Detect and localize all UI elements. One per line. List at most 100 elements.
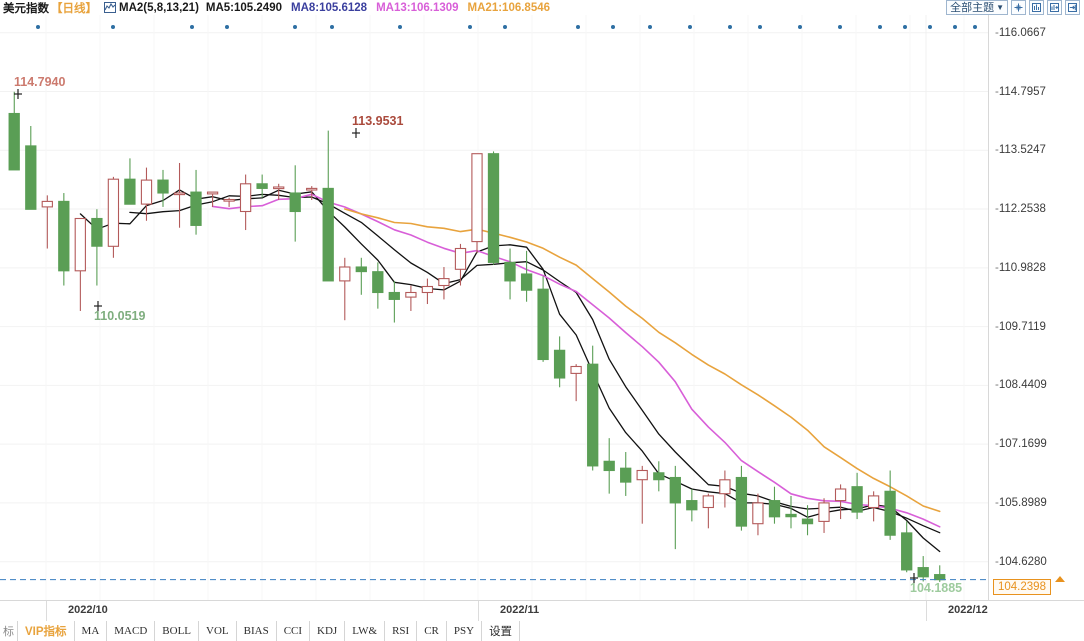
candlestick-chart-plot[interactable]: 114.7940 113.9531 110.0519 104.1885 (0, 15, 988, 600)
indicator-button-vip指标[interactable]: VIP指标 (18, 621, 75, 641)
event-marker-dot (398, 25, 402, 29)
last-price-badge[interactable]: 104.2398 (993, 578, 1051, 595)
candle (190, 169, 202, 235)
ma5-value: MA5:105.2490 (205, 1, 282, 14)
indicator-button-kdj[interactable]: KDJ (310, 621, 346, 641)
price-tick: -114.7957 (995, 85, 1046, 98)
candle (785, 495, 797, 529)
indicator-button-cr[interactable]: CR (417, 621, 447, 641)
indicator-button-标[interactable]: 标 (0, 621, 18, 641)
date-tick: 2022/11 (500, 604, 540, 616)
candle (91, 209, 103, 286)
indicator-button-macd[interactable]: MACD (107, 621, 156, 641)
candle (471, 153, 483, 254)
date-tick: 2022/10 (68, 604, 108, 616)
crosshair-icon[interactable] (1011, 0, 1026, 15)
candle (289, 165, 301, 242)
ma-line-21 (344, 208, 941, 513)
period-label: 【日线】 (51, 2, 97, 15)
candle (669, 465, 681, 550)
candle (8, 91, 20, 171)
indicator-button-boll[interactable]: BOLL (155, 621, 200, 641)
candle (223, 197, 235, 207)
event-marker-dot (611, 25, 615, 29)
candle (801, 505, 814, 536)
indicator-button-cci[interactable]: CCI (276, 621, 311, 641)
indicator-button-bias[interactable]: BIAS (236, 621, 277, 641)
event-marker-dot (648, 25, 652, 29)
indicator-button-vol[interactable]: VOL (199, 621, 237, 641)
event-marker-dot (111, 25, 115, 29)
indicator-button-设置[interactable]: 设置 (482, 621, 521, 641)
candle (603, 438, 615, 494)
candle (322, 130, 334, 282)
ma-line-8 (129, 193, 941, 534)
event-marker-dot (903, 25, 907, 29)
low-annotation: 104.1885 (910, 581, 962, 595)
indicator-button-psy[interactable]: PSY (446, 621, 483, 641)
price-tick: -110.9828 (995, 261, 1046, 274)
event-marker-dot (838, 25, 842, 29)
header-controls: 全部主题 ▼ (946, 0, 1080, 15)
event-marker-dot (190, 25, 194, 29)
date-separator (46, 601, 47, 621)
candle (884, 470, 896, 540)
candle (124, 158, 136, 205)
jump-end-icon[interactable] (1065, 0, 1080, 15)
candlestick-icon[interactable] (104, 1, 116, 16)
candle (306, 186, 318, 200)
candle (537, 276, 549, 362)
candle (917, 556, 929, 582)
toolbar-filler (520, 621, 1084, 641)
ma-line-13 (211, 193, 941, 528)
candle (553, 336, 566, 388)
event-marker-dot (798, 25, 802, 29)
candle (752, 493, 764, 536)
candle (587, 345, 599, 471)
price-axis[interactable]: -116.0667 -114.7957 -113.5247 -112.2538 -110… (988, 15, 1084, 600)
event-marker-dot (225, 25, 229, 29)
indicator-button-ma[interactable]: MA (74, 621, 108, 641)
candle (454, 243, 467, 286)
candle (570, 364, 582, 402)
indicator-button-lw-[interactable]: LW& (345, 621, 386, 641)
candle (934, 565, 946, 582)
shift-right-icon[interactable] (1047, 0, 1062, 15)
date-separator (926, 601, 927, 621)
candle (206, 191, 219, 207)
event-marker-dot (330, 25, 334, 29)
indicator-button-rsi[interactable]: RSI (385, 621, 418, 641)
event-marker-dot (878, 25, 882, 29)
candle (636, 465, 648, 524)
ma21-value: MA21:106.8546 (467, 1, 551, 14)
candle (702, 493, 714, 529)
high-annotation: 114.7940 (14, 75, 65, 89)
candle (686, 489, 698, 522)
symbol-name: 美元指数 (3, 2, 49, 15)
event-marker-dot (953, 25, 957, 29)
candle (405, 285, 417, 311)
event-marker-dot (973, 25, 977, 29)
candle (901, 521, 913, 573)
price-tick: -104.6280 (995, 555, 1047, 568)
event-marker-dot (576, 25, 580, 29)
ma-indicator-title: MA2(5,8,13,21) (119, 1, 199, 14)
candle (58, 193, 70, 286)
candle (74, 217, 86, 311)
event-marker-dot (468, 25, 472, 29)
ma13-value: MA13:106.1309 (376, 1, 459, 14)
chevron-down-icon: ▼ (996, 2, 1004, 12)
price-tick: -113.5247 (995, 144, 1046, 157)
theme-dropdown[interactable]: 全部主题 ▼ (946, 0, 1008, 15)
price-tick: -105.8989 (995, 496, 1047, 509)
candle (834, 484, 847, 520)
candle (173, 162, 186, 228)
candle (735, 465, 748, 531)
fit-chart-icon[interactable] (1029, 0, 1044, 15)
price-tick: -112.2538 (995, 203, 1046, 216)
price-tick: -107.1699 (995, 438, 1047, 451)
theme-dropdown-label: 全部主题 (950, 1, 995, 14)
candle (239, 174, 252, 231)
candle (818, 498, 830, 533)
candle (107, 176, 120, 258)
